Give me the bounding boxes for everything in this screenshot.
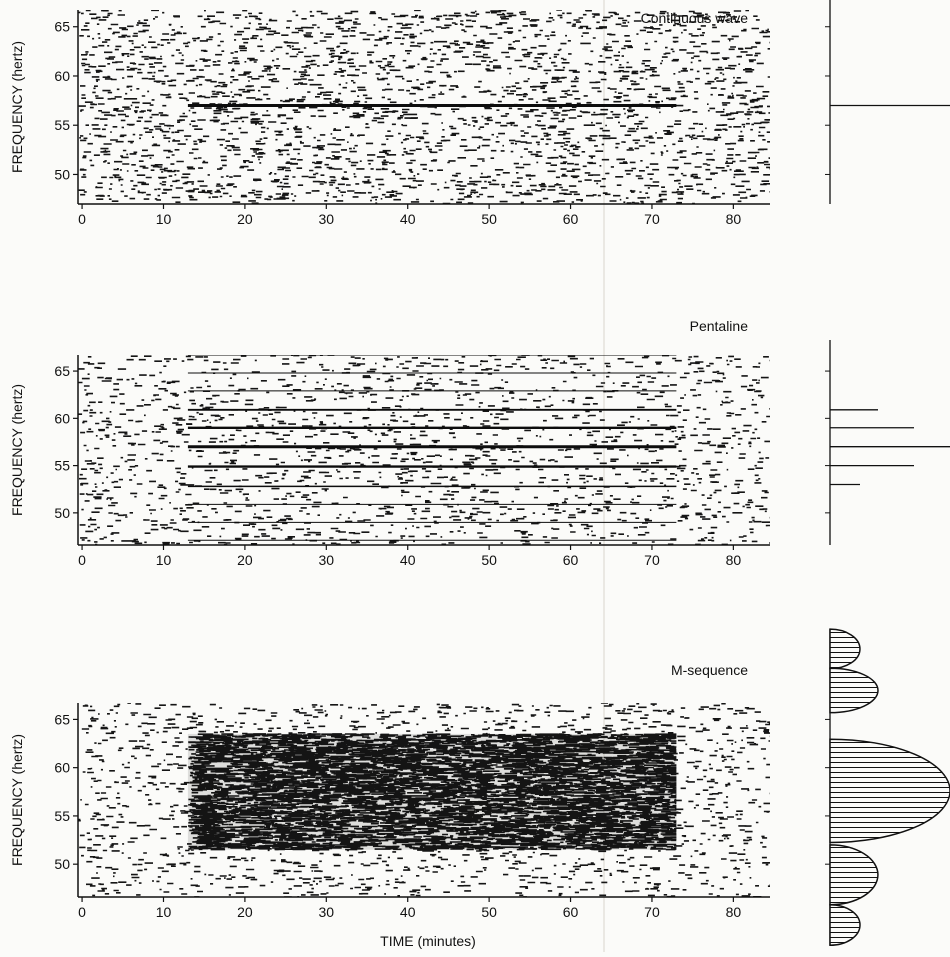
spectrum-lobe <box>829 667 879 714</box>
spectrum-lobe <box>829 844 879 906</box>
x-tick-label: 40 <box>400 904 416 920</box>
x-tick-label: 40 <box>400 552 416 568</box>
x-tick-label: 10 <box>156 552 172 568</box>
y-tick-label: 65 <box>54 19 70 35</box>
panel-title: Continuous wave <box>641 10 749 26</box>
x-tick-label: 60 <box>563 211 579 227</box>
x-tick-label: 40 <box>400 211 416 227</box>
panel: 0 10 20 30 40 50 60 70 80 50 55 60 65 FREQUENCY (hert… <box>9 318 950 568</box>
x-tick-label: 30 <box>319 552 335 568</box>
x-tick-label: 60 <box>563 904 579 920</box>
x-tick-label: 80 <box>726 904 742 920</box>
x-tick-label: 80 <box>726 552 742 568</box>
noise <box>78 10 770 204</box>
y-axis-label: FREQUENCY (hertz) <box>9 384 25 516</box>
x-tick-label: 50 <box>481 904 497 920</box>
y-tick-label: 60 <box>54 410 70 426</box>
y-tick-label: 55 <box>54 808 70 824</box>
x-tick-label: 10 <box>156 211 172 227</box>
noise <box>78 355 770 545</box>
x-tick-label: 0 <box>78 904 86 920</box>
x-tick-label: 70 <box>644 211 660 227</box>
x-tick-label: 0 <box>78 211 86 227</box>
x-tick-label: 70 <box>644 904 660 920</box>
panel: 0 10 20 30 40 50 60 70 80 50 55 60 65 FREQUENCY (hert… <box>9 0 950 227</box>
y-axis-label: FREQUENCY (hertz) <box>9 734 25 866</box>
spectrum-lobe <box>829 738 950 844</box>
y-tick-label: 50 <box>54 166 70 182</box>
y-tick-label: 60 <box>54 760 70 776</box>
noise <box>78 703 770 897</box>
y-tick-label: 65 <box>54 363 70 379</box>
y-tick-label: 50 <box>54 856 70 872</box>
signal-band <box>187 733 677 850</box>
x-tick-label: 0 <box>78 552 86 568</box>
panel-title: Pentaline <box>690 318 749 334</box>
x-axis-label: TIME (minutes) <box>380 933 476 949</box>
y-axis-label: FREQUENCY (hertz) <box>9 41 25 173</box>
y-tick-label: 60 <box>54 68 70 84</box>
y-tick-label: 65 <box>54 711 70 727</box>
y-tick-label: 55 <box>54 458 70 474</box>
spectrum-lobe <box>829 903 861 947</box>
x-tick-label: 80 <box>726 211 742 227</box>
x-tick-label: 50 <box>481 552 497 568</box>
x-tick-label: 50 <box>481 211 497 227</box>
x-tick-label: 20 <box>237 211 253 227</box>
x-tick-label: 70 <box>644 552 660 568</box>
x-tick-label: 20 <box>237 552 253 568</box>
x-tick-label: 20 <box>237 904 253 920</box>
x-tick-label: 30 <box>319 211 335 227</box>
y-tick-label: 55 <box>54 117 70 133</box>
y-tick-label: 50 <box>54 505 70 521</box>
x-tick-label: 10 <box>156 904 172 920</box>
panel: 0 10 20 30 40 50 60 70 80 50 55 60 65 FREQUENCY (hert… <box>9 628 950 949</box>
x-tick-label: 30 <box>319 904 335 920</box>
spectrum-lobe <box>829 628 861 670</box>
x-tick-label: 60 <box>563 552 579 568</box>
panel-title: M-sequence <box>671 662 748 678</box>
